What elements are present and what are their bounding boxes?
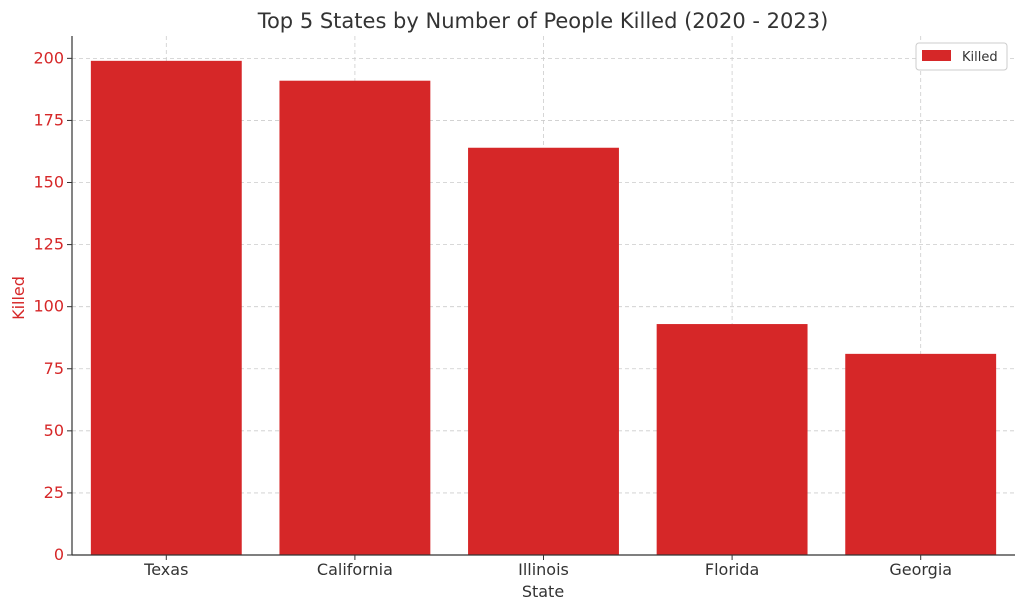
x-axis-label: State xyxy=(522,582,564,601)
x-ticks: Texas California Illinois Florida Georgia xyxy=(143,555,952,579)
chart-title: Top 5 States by Number of People Killed … xyxy=(257,9,829,33)
legend: Killed xyxy=(915,42,1008,71)
y-axis-label: Killed xyxy=(9,276,28,320)
legend-box xyxy=(915,42,1008,71)
y-ticks: 0 25 50 75 100 125 150 175 200 xyxy=(33,48,72,564)
legend-label: Killed xyxy=(962,50,998,65)
bar-georgia xyxy=(845,353,997,555)
x-tick-label: Florida xyxy=(705,560,759,579)
bar-texas xyxy=(90,60,242,556)
y-tick-label: 25 xyxy=(44,483,64,502)
bar-illinois xyxy=(468,147,619,556)
y-tick-label: 200 xyxy=(33,48,64,67)
y-tick-label: 175 xyxy=(33,110,64,129)
x-tick-label: Texas xyxy=(143,560,188,579)
bars xyxy=(90,60,997,556)
bar-california xyxy=(279,80,431,556)
y-tick-label: 50 xyxy=(44,421,64,440)
legend-swatch xyxy=(922,50,951,61)
x-tick-label: Georgia xyxy=(889,560,952,579)
bar-florida xyxy=(656,324,808,555)
y-tick-label: 0 xyxy=(54,545,64,564)
x-tick-label: California xyxy=(317,560,393,579)
x-tick-label: Illinois xyxy=(518,560,569,579)
y-tick-label: 100 xyxy=(33,297,64,316)
y-tick-label: 75 xyxy=(44,359,64,378)
y-tick-label: 125 xyxy=(33,235,64,254)
y-tick-label: 150 xyxy=(33,173,64,192)
